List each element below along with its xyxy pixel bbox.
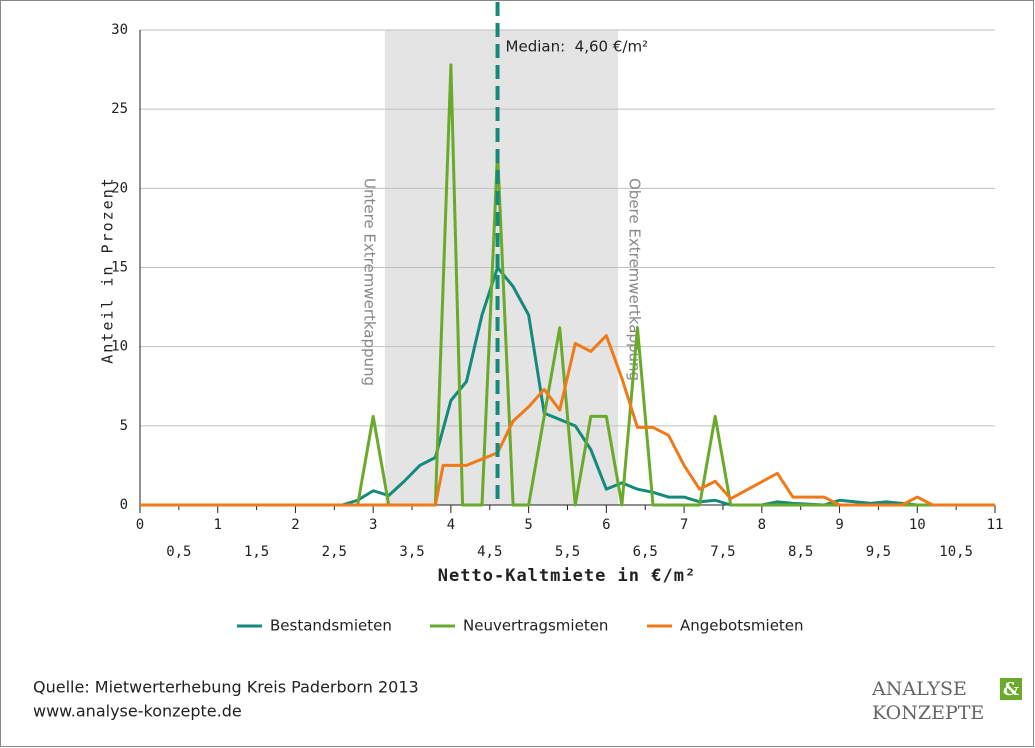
x-tick-label: 0 [136, 517, 144, 533]
x-tick-label: 10 [909, 517, 926, 533]
x-tick-label: 8 [758, 517, 766, 533]
median-label: Median: 4,60 €/m² [506, 38, 649, 56]
x-tick-label: 1,5 [244, 544, 269, 560]
y-tick-label: 5 [120, 418, 128, 434]
series-line [140, 334, 995, 507]
x-tick-label: 6 [602, 517, 610, 533]
x-tick-label: 9 [835, 517, 843, 533]
url: www.analyse-konzepte.de [33, 702, 242, 721]
x-tick-label: 4 [447, 517, 455, 533]
logo: ANALYSE [871, 678, 967, 700]
x-tick-label: 2,5 [322, 544, 347, 560]
x-tick-label: 5 [524, 517, 532, 533]
y-tick-label: 30 [111, 22, 128, 38]
y-tick-label: 25 [111, 101, 128, 117]
logo-box [1000, 678, 1022, 700]
x-tick-label: 7 [680, 517, 688, 533]
y-tick-label: 15 [111, 260, 128, 276]
legend-label: Angebotsmieten [680, 617, 804, 635]
source: Quelle: Mietwerterhebung Kreis Paderborn… [33, 678, 419, 697]
x-tick-label: 4,5 [477, 544, 502, 560]
x-tick-label: 0,5 [166, 544, 191, 560]
x-axis-label: Netto-Kaltmiete in €/m² [438, 566, 696, 586]
logo: & [1003, 679, 1019, 700]
logo: KONZEPTE [872, 702, 984, 724]
x-tick-label: 3,5 [399, 544, 424, 560]
x-tick-label: 5,5 [555, 544, 580, 560]
y-tick-label: 0 [120, 497, 128, 513]
y-axis-label: Anteil in Prozent [99, 176, 117, 364]
y-tick-label: 10 [111, 339, 128, 355]
legend-label: Bestandsmieten [270, 617, 392, 635]
x-tick-label: 7,5 [710, 544, 735, 560]
x-tick-label: 10,5 [939, 544, 973, 560]
x-tick-label: 11 [987, 517, 1004, 533]
cap-label: Untere Extremwertkappung [360, 178, 378, 386]
legend-label: Neuvertragsmieten [463, 617, 608, 635]
y-tick-label: 20 [111, 180, 128, 196]
x-tick-label: 9,5 [866, 544, 891, 560]
x-tick-label: 3 [369, 517, 377, 533]
x-tick-label: 1 [214, 517, 222, 533]
x-tick-label: 8,5 [788, 544, 813, 560]
x-tick-label: 2 [291, 517, 299, 533]
x-tick-label: 6,5 [633, 544, 658, 560]
